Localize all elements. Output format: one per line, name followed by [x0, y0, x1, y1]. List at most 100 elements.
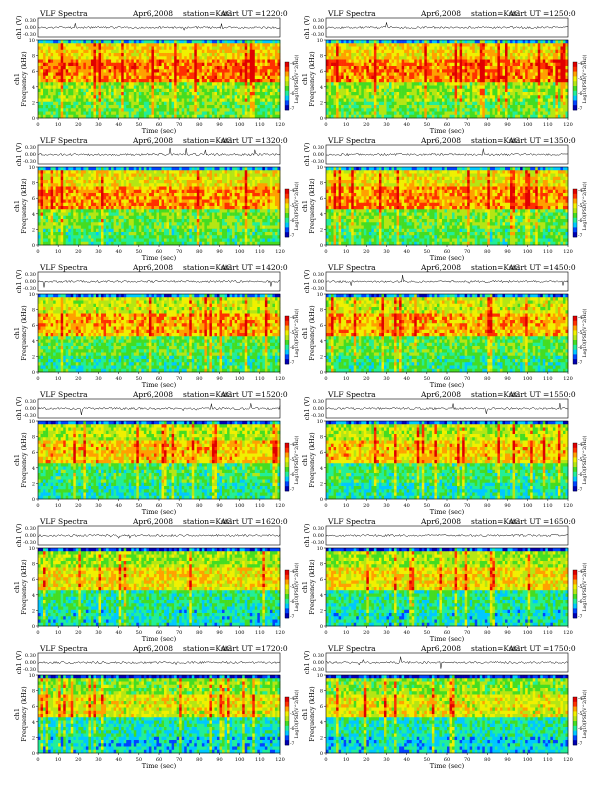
spectrogram-cell: [485, 79, 488, 83]
spectrogram-cell: [543, 105, 546, 109]
spectrogram-cell: [240, 56, 243, 60]
spectrogram-cell: [207, 95, 210, 99]
spectrogram-cell: [339, 112, 342, 116]
spectrogram-cell: [86, 105, 89, 109]
spectrogram-cell: [184, 56, 187, 60]
spectrogram-cell: [267, 73, 270, 77]
spectrogram-cell: [187, 170, 190, 174]
spectrogram-cell: [182, 73, 185, 77]
spectrogram-cell: [356, 60, 359, 64]
spectrogram-cell: [199, 108, 202, 112]
spectrogram-cell: [563, 63, 566, 67]
spectrogram-cell: [257, 43, 260, 47]
spectrogram-cell: [71, 108, 74, 112]
spectrogram-cell: [144, 102, 147, 106]
spectrogram-cell: [250, 102, 253, 106]
spectrogram-cell: [96, 105, 99, 109]
spectrogram-cell: [361, 40, 364, 44]
spectrogram-cell: [177, 40, 180, 44]
spectrogram-cell: [439, 86, 442, 90]
spectrogram-cell: [101, 102, 104, 106]
spectrogram-cell: [209, 63, 212, 67]
colorbar-segment: [573, 67, 577, 72]
spectrogram-cell: [374, 82, 377, 86]
spectrogram-cell: [376, 108, 379, 112]
spectrogram-cell: [257, 76, 260, 80]
spectrogram-cell: [495, 43, 498, 47]
spectrogram-cell: [167, 66, 170, 70]
spectrogram-cell: [68, 66, 71, 70]
spectrogram-cell: [202, 92, 205, 96]
spectrogram-cell: [387, 82, 390, 86]
spectrogram-cell: [381, 56, 384, 60]
spectrogram-cell: [146, 73, 149, 77]
spectrogram-cell: [156, 73, 159, 77]
spectrogram-cell: [442, 66, 445, 70]
spectrogram-cell: [222, 60, 225, 64]
colorbar-tick-label: -7: [578, 106, 583, 112]
spectrogram-cell: [126, 43, 129, 47]
spectrogram-cell: [404, 43, 407, 47]
spectrogram-cell: [230, 69, 233, 73]
spectrogram-cell: [535, 95, 538, 99]
spectrogram-cell: [563, 69, 566, 73]
spectrogram-cell: [462, 47, 465, 51]
spectrogram-cell: [346, 66, 349, 70]
spectrogram-cell: [199, 89, 202, 93]
spectrogram-cell: [41, 60, 44, 64]
spectrogram-cell: [214, 60, 217, 64]
spectrogram-cell: [485, 73, 488, 77]
spectrogram-cell: [129, 170, 132, 174]
spectrogram-cell: [162, 102, 165, 106]
spectrogram-cell: [86, 63, 89, 67]
spectrogram-cell: [530, 56, 533, 60]
spectrogram-cell: [109, 105, 112, 109]
spectrogram-cell: [356, 69, 359, 73]
spectrogram-cell: [88, 89, 91, 93]
spectrogram-cell: [93, 167, 96, 171]
spectrogram-cell: [374, 50, 377, 54]
spectrogram-cell: [262, 76, 265, 80]
spectrogram-cell: [265, 82, 268, 86]
spectrogram-cell: [374, 56, 377, 60]
spectrogram-cell: [394, 56, 397, 60]
spectrogram-cell: [83, 50, 86, 54]
spectrogram-cell: [477, 69, 480, 73]
spectrogram-cell: [109, 170, 112, 174]
spectrogram-cell: [51, 47, 54, 51]
spectrogram-cell: [462, 60, 465, 64]
spectrogram-cell: [129, 174, 132, 178]
spectrogram-cell: [116, 82, 119, 86]
spectrogram-cell: [538, 69, 541, 73]
spectrogram-cell: [106, 170, 109, 174]
spectrogram-cell: [482, 73, 485, 77]
spectrogram-cell: [270, 89, 273, 93]
spectrogram-cell: [452, 40, 455, 44]
spectrogram-cell: [381, 40, 384, 44]
spectrogram-cell: [237, 108, 240, 112]
spectrogram-cell: [397, 43, 400, 47]
spectrogram-cell: [409, 99, 412, 103]
spectrogram-cell: [530, 63, 533, 67]
spectrogram-cell: [63, 86, 66, 90]
spectrogram-cell: [508, 40, 511, 44]
spectrogram-cell: [192, 40, 195, 44]
spectrogram-cell: [543, 73, 546, 77]
spectrogram-cell: [237, 86, 240, 90]
spectrogram-cell: [419, 108, 422, 112]
spectrogram-cell: [66, 63, 69, 67]
spectrogram-cell: [508, 86, 511, 90]
spectrogram-cell: [270, 43, 273, 47]
spectrogram-cell: [255, 56, 258, 60]
spectrogram-cell: [520, 95, 523, 99]
spectrogram-cell: [329, 82, 332, 86]
spectrogram-cell: [265, 60, 268, 64]
spectrogram-cell: [167, 112, 170, 116]
spectrogram-cell: [505, 47, 508, 51]
spectrogram-cell: [384, 40, 387, 44]
spectrogram-cell: [533, 95, 536, 99]
spectrogram-cell: [167, 102, 170, 106]
spectrogram-cell: [525, 102, 528, 106]
spectrogram-cell: [96, 56, 99, 60]
spectrogram-cell: [265, 112, 268, 116]
